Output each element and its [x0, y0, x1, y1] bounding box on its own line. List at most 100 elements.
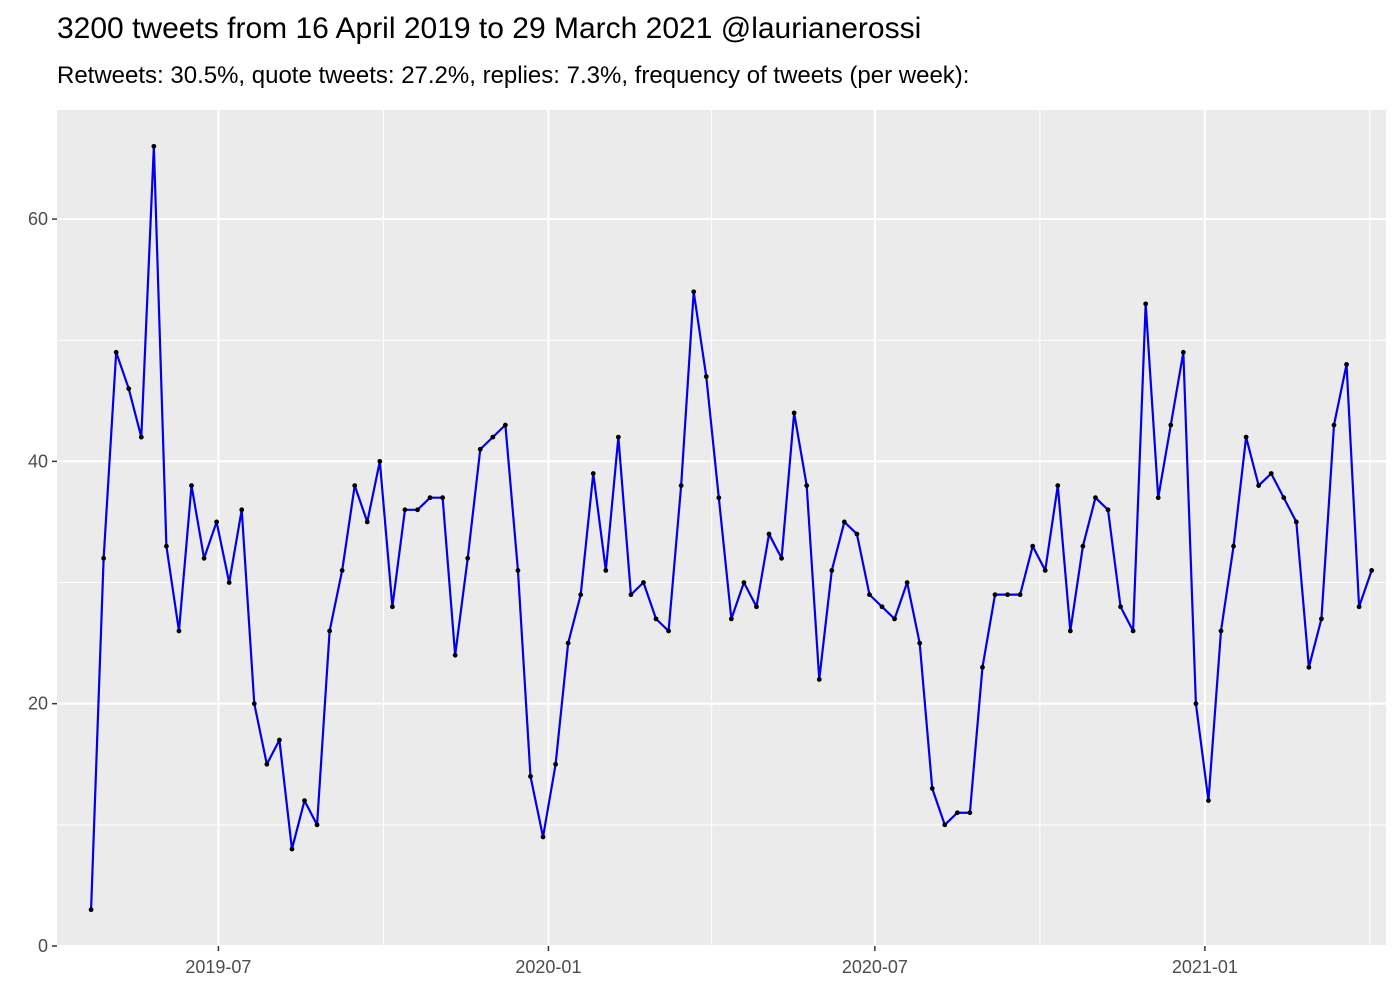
data-point — [716, 495, 722, 501]
data-point — [691, 289, 697, 295]
data-point — [1130, 628, 1136, 634]
data-point — [452, 652, 458, 658]
data-point — [1042, 568, 1048, 573]
data-point — [540, 834, 546, 840]
data-point — [892, 616, 897, 622]
data-point — [867, 592, 872, 598]
data-point — [1093, 495, 1098, 501]
data-point — [590, 471, 596, 476]
data-point — [1017, 592, 1023, 598]
data-point — [113, 349, 119, 355]
data-point — [615, 434, 621, 440]
data-point — [942, 822, 948, 828]
data-point — [477, 446, 483, 452]
data-point — [515, 568, 521, 573]
data-point — [1231, 543, 1236, 549]
data-point — [1206, 798, 1211, 804]
data-point — [641, 580, 646, 585]
data-point — [954, 810, 960, 816]
data-point — [791, 410, 797, 416]
data-point — [1118, 604, 1123, 610]
chart-title: 3200 tweets from 16 April 2019 to 29 Mar… — [57, 12, 922, 45]
data-point — [754, 604, 759, 610]
data-point — [1281, 495, 1287, 501]
data-point — [101, 555, 107, 561]
minor-gridlines — [57, 110, 1386, 946]
data-point — [1143, 301, 1149, 307]
data-point — [904, 580, 910, 585]
data-point — [553, 761, 558, 767]
data-point — [164, 543, 169, 549]
data-point — [1243, 434, 1249, 440]
series-points-group — [88, 143, 1375, 913]
data-point — [1180, 349, 1186, 355]
data-point — [402, 507, 408, 513]
data-point — [352, 483, 358, 488]
data-point — [239, 507, 245, 513]
data-point — [528, 773, 533, 779]
x-axis-tick-labels: 2019-07 2020-01 2020-07 2021-01 — [185, 957, 1237, 977]
data-point — [502, 422, 508, 428]
data-point — [126, 386, 132, 392]
data-point — [703, 374, 709, 379]
data-point — [1319, 616, 1324, 622]
x-tick-label: 2021-01 — [1172, 957, 1238, 977]
x-tick-label: 2020-01 — [515, 957, 581, 977]
data-point — [189, 483, 194, 488]
data-point — [364, 519, 370, 525]
data-point — [138, 434, 144, 440]
data-point — [1030, 543, 1036, 549]
data-point — [1168, 422, 1174, 428]
data-point — [565, 640, 571, 646]
data-point — [741, 580, 747, 585]
axis-ticks — [52, 218, 1206, 951]
data-point — [465, 555, 471, 561]
data-point — [327, 628, 333, 634]
data-point — [264, 761, 270, 767]
data-point — [251, 701, 257, 707]
data-point — [490, 434, 496, 440]
data-point — [339, 568, 345, 573]
data-point — [653, 616, 659, 622]
chart-subtitle: Retweets: 30.5%, quote tweets: 27.2%, re… — [57, 62, 970, 89]
data-point — [1155, 495, 1161, 501]
data-point — [1293, 519, 1299, 525]
data-point — [1256, 483, 1262, 488]
data-point — [929, 786, 935, 791]
data-point — [201, 555, 207, 561]
data-point — [728, 616, 734, 622]
data-point — [1331, 422, 1337, 428]
data-point — [226, 580, 232, 585]
data-point — [1193, 701, 1199, 707]
data-point — [779, 555, 784, 561]
data-point — [377, 458, 383, 464]
y-tick-label: 60 — [28, 209, 48, 229]
data-point — [277, 737, 282, 743]
data-point — [578, 592, 584, 598]
data-point — [854, 531, 860, 537]
data-point — [289, 846, 295, 852]
data-point — [1055, 483, 1061, 488]
data-point — [1080, 543, 1086, 549]
data-point — [666, 628, 671, 634]
data-point — [816, 677, 822, 682]
data-point — [415, 507, 420, 513]
data-point — [314, 822, 320, 828]
data-point — [1067, 628, 1073, 634]
data-point — [1218, 628, 1224, 634]
data-point — [917, 640, 923, 646]
data-point — [879, 604, 885, 610]
data-point — [766, 531, 772, 537]
data-point — [440, 495, 446, 501]
y-tick-label: 20 — [28, 694, 48, 714]
data-point — [1105, 507, 1111, 513]
data-point — [678, 483, 684, 488]
data-point — [1356, 604, 1362, 610]
x-tick-label: 2020-07 — [842, 957, 908, 977]
data-point — [1306, 664, 1312, 670]
data-point — [829, 568, 835, 573]
data-point — [1344, 362, 1349, 367]
data-point — [151, 143, 157, 149]
data-point — [992, 592, 998, 598]
